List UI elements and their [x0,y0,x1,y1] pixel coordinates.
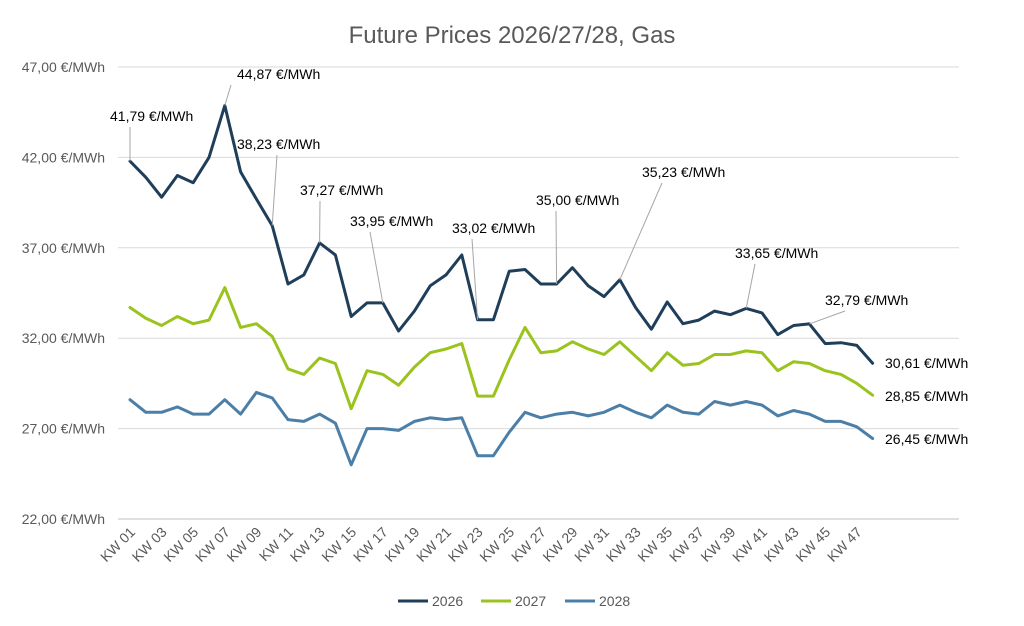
x-tick-label: KW 29 [539,524,580,565]
x-tick-label: KW 39 [697,524,738,565]
x-tick-label: KW 21 [413,524,454,565]
data-label-leader [224,84,232,106]
series-line-2028 [128,390,875,467]
x-tick-label: KW 45 [792,524,833,565]
data-label: 33,65 €/MWh [735,245,818,261]
y-tick-label: 22,00 €/MWh [22,511,105,527]
data-label: 33,02 €/MWh [452,220,535,236]
data-label-leader [271,154,278,226]
x-tick-label: KW 41 [729,524,770,565]
series-line-2027 [128,286,875,411]
data-label: 35,00 €/MWh [536,192,619,208]
data-label-leader [471,238,479,320]
x-tick-label: KW 13 [287,524,328,565]
data-label-leader [555,210,558,284]
data-label-leader [809,310,846,325]
series-line-2026 [128,104,875,365]
x-tick-label: KW 23 [445,524,486,565]
data-label: 32,79 €/MWh [825,292,908,308]
data-label-leader [619,182,663,281]
series-lines [128,104,875,467]
x-tick-label: KW 07 [192,524,233,565]
data-label: 26,45 €/MWh [885,431,968,447]
x-tick-label: KW 15 [318,524,359,565]
data-label: 41,79 €/MWh [110,108,193,124]
x-tick-label: KW 01 [97,524,138,565]
x-tick-label: KW 47 [824,524,865,565]
data-label-leader [369,231,384,304]
x-tick-label: KW 35 [634,524,675,565]
y-tick-label: 27,00 €/MWh [22,421,105,437]
data-label: 38,23 €/MWh [237,136,320,152]
x-tick-label: KW 33 [603,524,644,565]
y-tick-label: 37,00 €/MWh [22,240,105,256]
chart-title: Future Prices 2026/27/28, Gas [348,22,676,49]
x-tick-label: KW 05 [160,524,201,565]
gridlines [118,66,959,520]
data-label: 37,27 €/MWh [300,182,383,198]
y-axis: 22,00 €/MWh 27,00 €/MWh 32,00 €/MWh 37,00 €… [22,59,105,527]
x-tick-label: KW 09 [223,524,264,565]
x-tick-label: KW 37 [666,524,707,565]
data-labels: 41,79 €/MWh 44,87 €/MWh 38,23 €/MWh 37,27 €… [110,66,968,447]
y-tick-label: 32,00 €/MWh [22,330,105,346]
x-tick-label: KW 17 [350,524,391,565]
data-label: 33,95 €/MWh [350,213,433,229]
legend-label: 2028 [599,593,630,609]
data-label: 35,23 €/MWh [642,164,725,180]
data-label-leader [745,263,756,309]
x-tick-label: KW 31 [571,524,612,565]
legend: 2026 2027 2028 [398,593,630,609]
x-tick-label: KW 19 [381,524,422,565]
legend-label: 2027 [515,593,546,609]
y-tick-label: 42,00 €/MWh [22,149,105,165]
legend-label: 2026 [432,593,463,609]
data-label: 44,87 €/MWh [237,66,320,82]
data-label: 28,85 €/MWh [885,388,968,404]
x-tick-label: KW 03 [129,524,170,565]
x-tick-label: KW 25 [476,524,517,565]
x-tick-label: KW 27 [508,524,549,565]
x-tick-label: KW 43 [761,524,802,565]
data-label: 30,61 €/MWh [885,355,968,371]
y-tick-label: 47,00 €/MWh [22,59,105,75]
